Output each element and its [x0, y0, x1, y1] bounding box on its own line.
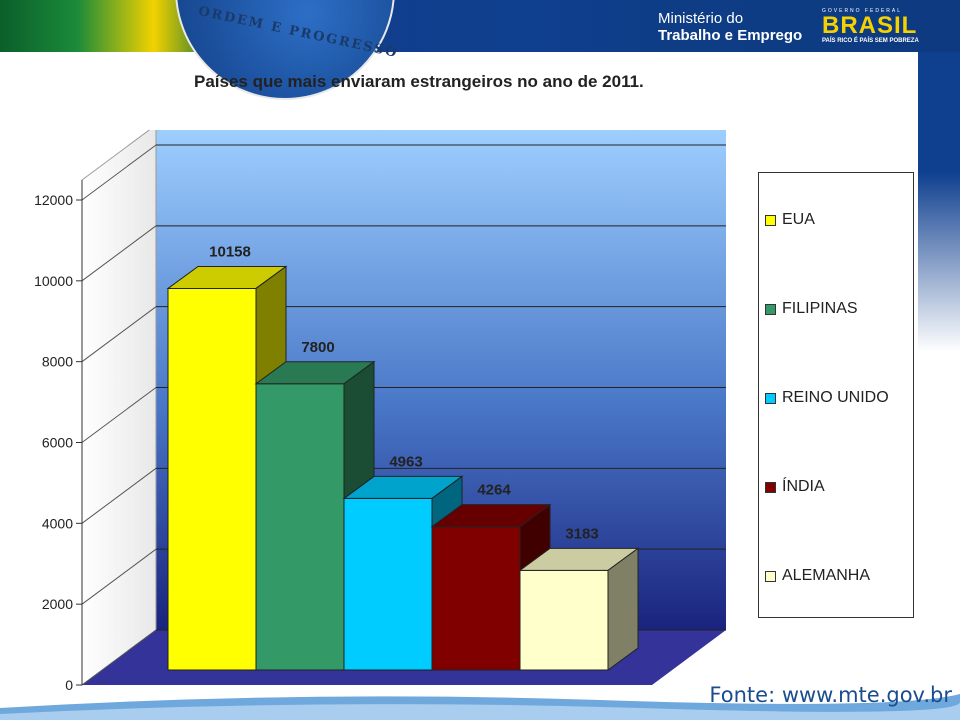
y-tick-label: 8000 [42, 354, 73, 370]
bar-front-1 [255, 383, 345, 671]
y-tick-label: 4000 [42, 515, 73, 531]
legend-swatch [765, 392, 776, 404]
source-caption: Fonte: www.mte.gov.br [709, 683, 952, 707]
bar-chart: 0 2000 4000 6000 8000 10000 12000 10158 7800 4963… [34, 130, 726, 690]
gridline-side [81, 144, 157, 201]
legend-item: FILIPINAS [765, 300, 858, 318]
brasil-name: BRASIL [822, 12, 918, 39]
bar-side-4 [607, 547, 639, 671]
brasil-logo: GOVERNO FEDERAL BRASIL PAÍS RICO É PAÍS … [822, 8, 946, 48]
legend-swatch [765, 570, 776, 582]
legend-label: REINO UNIDO [782, 389, 889, 406]
legend-swatch [765, 214, 776, 226]
y-tick-label: 2000 [42, 596, 73, 612]
gridline-side [81, 306, 157, 363]
legend-label: ÍNDIA [782, 478, 825, 495]
y-tick-label: 6000 [42, 435, 73, 451]
bar-value-label: 3183 [565, 525, 598, 542]
decorative-band [918, 52, 960, 352]
y-tick-label: 0 [65, 677, 73, 690]
brasil-gov: GOVERNO FEDERAL [822, 8, 903, 14]
legend-label: ALEMANHA [782, 567, 871, 584]
bar-front-2 [343, 497, 433, 671]
legend-label: FILIPINAS [782, 300, 858, 317]
bar-value-label: 10158 [209, 243, 251, 260]
bar-front-3 [431, 526, 521, 671]
bar-value-label: 7800 [301, 339, 334, 356]
gridline-side [81, 387, 157, 443]
y-tick-label: 10000 [34, 273, 73, 289]
legend-item: EUA [765, 211, 815, 229]
bar-front-0 [167, 287, 257, 671]
legend-item: REINO UNIDO [765, 389, 889, 407]
legend-swatch [765, 481, 776, 493]
legend-label: EUA [782, 211, 815, 228]
gridline-side [81, 225, 157, 282]
chart-side-wall [81, 130, 157, 686]
gridline-side [81, 629, 157, 686]
gridline-side [81, 467, 157, 524]
bar-value-label: 4963 [389, 453, 422, 470]
chart-title: Países que mais enviaram estrangeiros no… [194, 72, 644, 91]
header-banner: ORDEM E PROGRESSO Ministério do Trabalho… [0, 0, 960, 100]
legend-swatch [765, 303, 776, 315]
gridline-side [81, 548, 157, 605]
bar-front-4 [519, 569, 609, 671]
legend-item: ÍNDIA [765, 478, 825, 496]
ministry-line2: Trabalho e Emprego [658, 27, 803, 44]
brasil-slogan: PAÍS RICO É PAÍS SEM POBREZA [822, 38, 919, 44]
ministry-line1: Ministério do [658, 10, 744, 27]
legend-item: ALEMANHA [765, 567, 870, 585]
chart-legend: EUA FILIPINAS REINO UNIDO ÍNDIA ALEMANHA [758, 172, 914, 618]
y-tick-label: 12000 [34, 192, 73, 208]
bar-value-label: 4264 [477, 482, 511, 499]
ministry-logo: Ministério do Trabalho e Emprego [658, 10, 802, 44]
footer-swoosh [0, 694, 960, 720]
